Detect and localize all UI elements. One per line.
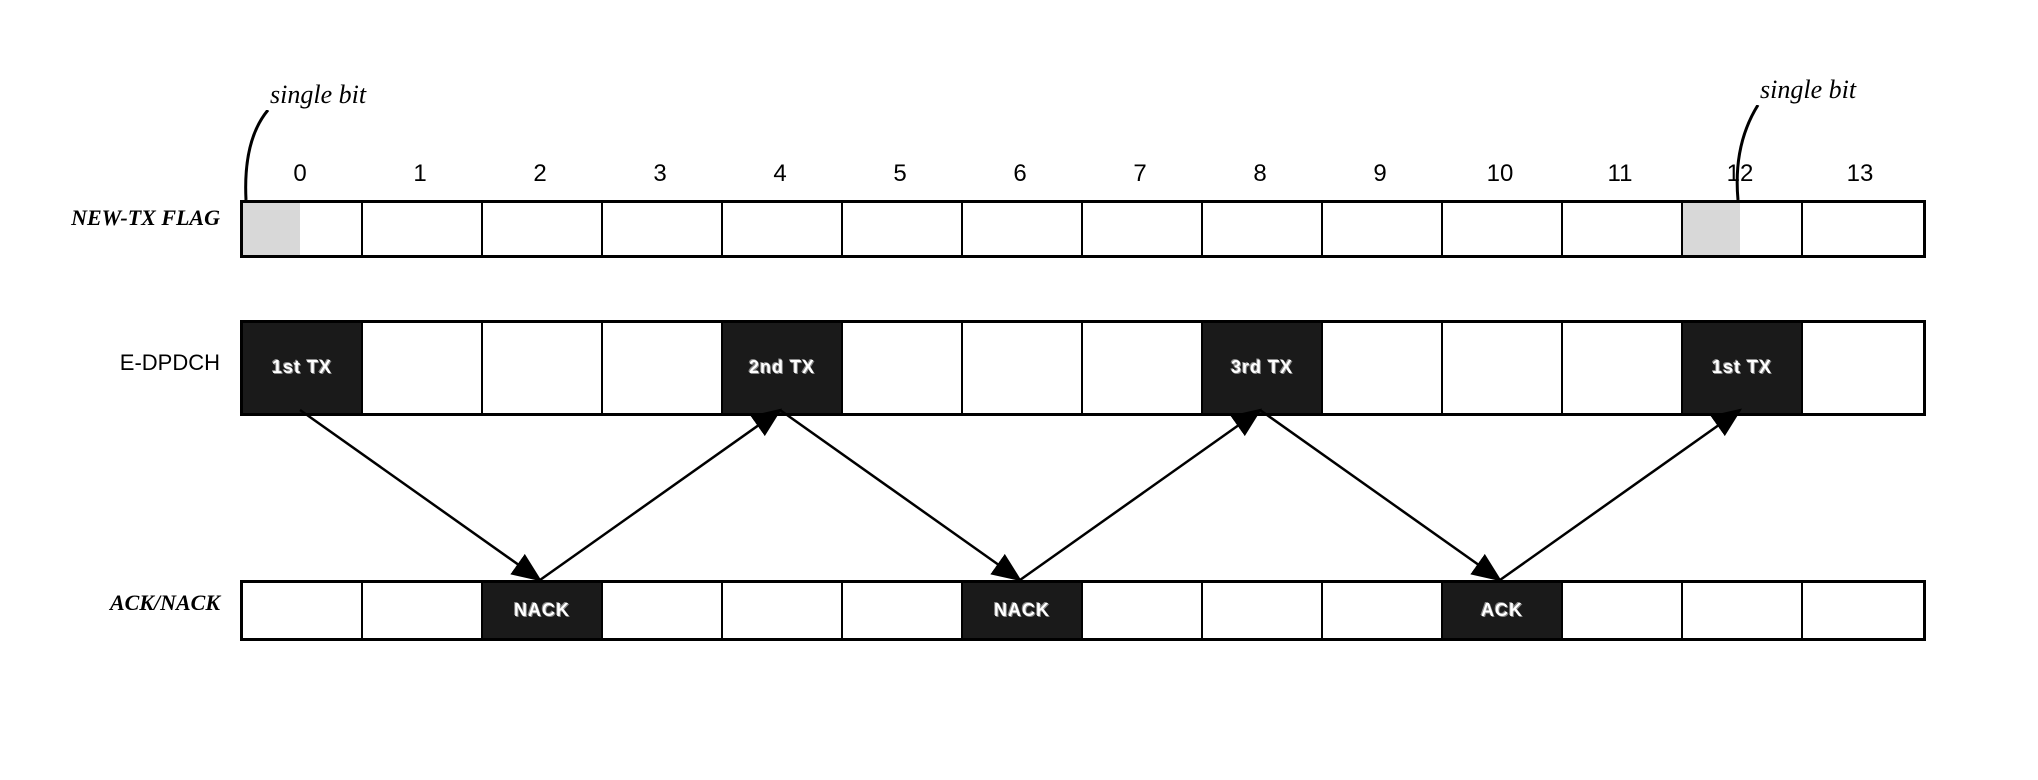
cell [243, 583, 363, 638]
cell-label: ACK [1481, 601, 1523, 621]
col-number: 10 [1440, 160, 1560, 188]
cell [603, 323, 723, 413]
cell-label: 2nd TX [749, 358, 815, 378]
cell [1803, 583, 1923, 638]
col-number: 9 [1320, 160, 1440, 188]
row-label-edpdch: E-DPDCH [40, 350, 220, 376]
cell [1203, 583, 1323, 638]
cell [1083, 583, 1203, 638]
col-number: 4 [720, 160, 840, 188]
cell [363, 323, 483, 413]
cell [483, 323, 603, 413]
cell-label: 1st TX [272, 358, 332, 378]
col-number: 3 [600, 160, 720, 188]
newtx-flag-bit [1683, 203, 1740, 255]
col-number: 13 [1800, 160, 1920, 188]
col-number: 8 [1200, 160, 1320, 188]
cell [1803, 203, 1923, 255]
arrow [1020, 410, 1260, 580]
newtx-flag-bit [243, 203, 300, 255]
cell-label: 1st TX [1712, 358, 1772, 378]
cell [723, 203, 843, 255]
cell [1803, 323, 1923, 413]
cell [843, 323, 963, 413]
cell [483, 203, 603, 255]
arrow [780, 410, 1020, 580]
cell-label: NACK [514, 601, 570, 621]
row-label-ack: ACK/NACK [40, 590, 220, 616]
cell [723, 583, 843, 638]
cell: NACK [963, 583, 1083, 638]
cell [363, 203, 483, 255]
cell [963, 323, 1083, 413]
cell [963, 203, 1083, 255]
col-number: 1 [360, 160, 480, 188]
cell: 3rd TX [1203, 323, 1323, 413]
row-ack: NACK NACK ACK [240, 580, 1926, 641]
cell: NACK [483, 583, 603, 638]
cell [843, 203, 963, 255]
cell [1323, 323, 1443, 413]
row-label-newtx: NEW-TX FLAG [40, 205, 220, 231]
cell [1443, 203, 1563, 255]
row-edpdch: 1st TX 2nd TX 3rd TX 1st TX [240, 320, 1926, 416]
col-number: 0 [240, 160, 360, 188]
harq-timing-diagram: single bit single bit 012345678910111213… [40, 40, 1940, 740]
arrow [1260, 410, 1500, 580]
arrow [1500, 410, 1740, 580]
row-newtx [240, 200, 1926, 258]
col-number: 7 [1080, 160, 1200, 188]
cell [1083, 203, 1203, 255]
cell [603, 203, 723, 255]
cell [243, 203, 363, 255]
column-numbers: 012345678910111213 [240, 160, 1920, 188]
arrow [300, 410, 540, 580]
arrow [540, 410, 780, 580]
cell [1563, 323, 1683, 413]
cell-label: NACK [994, 601, 1050, 621]
cell [1443, 323, 1563, 413]
cell: 1st TX [243, 323, 363, 413]
cell: ACK [1443, 583, 1563, 638]
cell [1563, 203, 1683, 255]
col-number: 12 [1680, 160, 1800, 188]
col-number: 5 [840, 160, 960, 188]
cell-label: 3rd TX [1231, 358, 1293, 378]
annotation-curve-right [1728, 105, 1788, 205]
cell: 2nd TX [723, 323, 843, 413]
cell: 1st TX [1683, 323, 1803, 413]
cell [843, 583, 963, 638]
col-number: 6 [960, 160, 1080, 188]
cell [1083, 323, 1203, 413]
annotation-single-bit-right: single bit [1760, 75, 1856, 105]
cell [1203, 203, 1323, 255]
cell [1323, 203, 1443, 255]
cell [1563, 583, 1683, 638]
cell [363, 583, 483, 638]
cell [1683, 583, 1803, 638]
cell [603, 583, 723, 638]
col-number: 2 [480, 160, 600, 188]
cell [1323, 583, 1443, 638]
annotation-single-bit-left: single bit [270, 80, 366, 110]
col-number: 11 [1560, 160, 1680, 188]
cell [1683, 203, 1803, 255]
